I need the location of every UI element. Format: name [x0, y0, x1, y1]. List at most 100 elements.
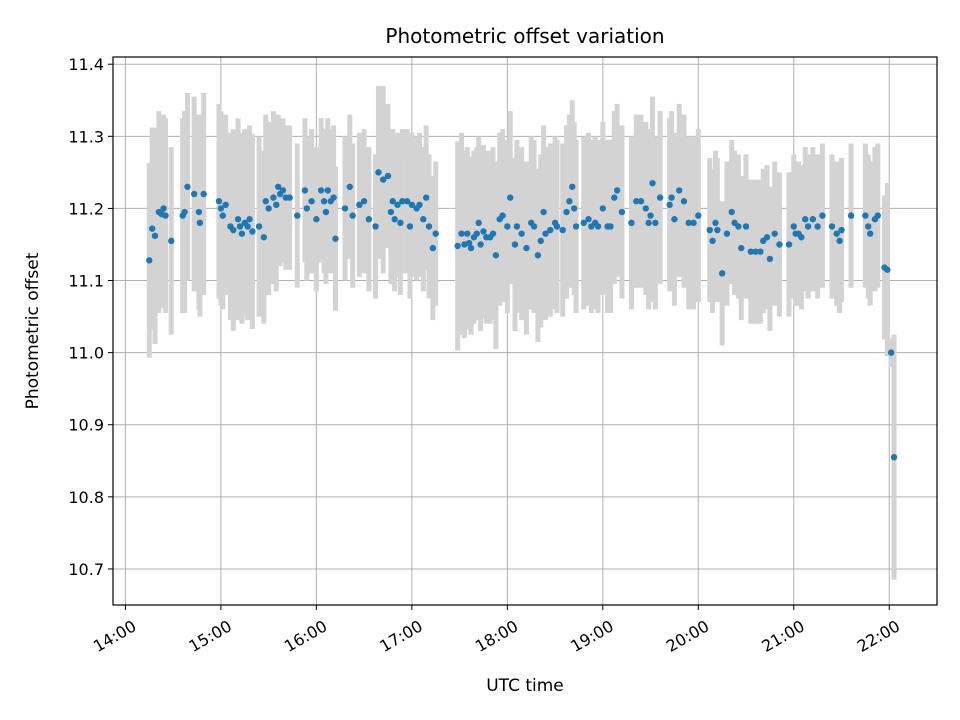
data-point	[349, 212, 356, 219]
data-point	[273, 201, 280, 209]
data-point	[611, 194, 618, 201]
data-point	[738, 244, 745, 252]
chart-title: Photometric offset variation	[385, 24, 664, 48]
data-point	[690, 219, 697, 227]
data-point	[151, 232, 159, 240]
data-point	[360, 198, 368, 205]
data-point	[454, 242, 461, 250]
data-point	[346, 183, 353, 190]
data-point	[559, 226, 566, 234]
data-point	[866, 230, 874, 237]
data-point	[146, 257, 153, 264]
y-tick-label: 11.0	[68, 344, 104, 363]
data-point	[752, 248, 759, 255]
data-point	[819, 212, 826, 219]
data-point	[270, 194, 277, 201]
data-point	[637, 198, 645, 205]
y-tick-label: 10.8	[68, 488, 104, 507]
x-tick-label: 21:00	[758, 616, 807, 656]
data-point	[838, 226, 845, 234]
data-point	[728, 208, 735, 216]
data-point	[804, 223, 812, 230]
data-point	[718, 270, 726, 277]
data-point	[594, 223, 602, 230]
data-point	[420, 216, 427, 223]
data-point	[406, 223, 414, 230]
data-point	[890, 453, 898, 461]
data-point	[380, 176, 387, 183]
data-point	[628, 219, 635, 227]
data-point	[680, 198, 688, 205]
data-point	[537, 237, 544, 245]
data-point	[249, 228, 256, 235]
data-point	[633, 198, 640, 205]
data-point	[260, 234, 268, 241]
data-point	[399, 198, 406, 205]
data-point	[160, 205, 167, 212]
x-tick-label: 18:00	[472, 616, 521, 656]
data-point	[279, 187, 287, 194]
data-point	[320, 198, 328, 205]
data-point	[563, 208, 570, 216]
data-point	[566, 198, 573, 205]
data-point	[294, 212, 301, 219]
data-point	[222, 201, 229, 209]
y-axis-ticks: 10.7 10.8 10.9 11.0 11.1 11.2 11.3 11.4	[68, 55, 113, 579]
x-tick-label: 19:00	[567, 616, 616, 656]
data-point	[475, 219, 482, 227]
data-point	[246, 216, 253, 223]
x-axis-ticks: 14:00 15:00 16:00 17:00 18:00 19:00 20:00 21:00…	[90, 605, 903, 656]
data-point	[709, 237, 716, 245]
data-point	[181, 208, 188, 216]
data-point	[714, 226, 721, 234]
data-point	[467, 244, 475, 252]
data-point	[375, 169, 382, 176]
data-point	[547, 226, 554, 234]
data-point	[540, 208, 547, 216]
data-point	[649, 179, 656, 187]
data-point	[668, 194, 675, 201]
data-point	[570, 205, 578, 212]
data-point	[429, 244, 437, 252]
y-tick-label: 11.3	[68, 127, 104, 146]
data-point	[513, 223, 521, 230]
data-point	[313, 216, 320, 223]
data-point	[802, 216, 809, 223]
data-point	[809, 216, 817, 223]
data-point	[196, 219, 204, 227]
data-point	[397, 219, 404, 227]
data-point	[219, 212, 227, 219]
data-point	[465, 239, 473, 247]
data-point	[572, 223, 580, 230]
data-point	[162, 212, 169, 219]
x-tick-label: 14:00	[90, 616, 139, 656]
data-point	[332, 235, 339, 242]
data-point	[585, 216, 592, 223]
data-point	[356, 201, 363, 209]
data-point	[518, 230, 525, 237]
data-point	[422, 194, 430, 201]
data-point	[389, 198, 396, 205]
data-point	[184, 183, 191, 190]
data-point	[580, 219, 587, 227]
data-point	[865, 223, 872, 230]
data-point	[372, 223, 379, 230]
data-point	[391, 216, 398, 223]
data-point	[499, 212, 506, 219]
data-point	[656, 194, 664, 201]
data-point	[200, 190, 207, 198]
data-point	[747, 248, 755, 255]
data-point	[511, 241, 519, 248]
data-point	[887, 349, 895, 356]
y-tick-label: 11.2	[68, 199, 104, 218]
data-point	[676, 187, 683, 194]
data-point	[480, 228, 487, 235]
data-point	[706, 226, 713, 234]
x-tick-label: 22:00	[854, 616, 903, 656]
data-point	[168, 237, 175, 245]
data-point	[492, 252, 500, 259]
y-axis-label: Photometric offset	[23, 252, 43, 409]
data-point	[230, 226, 237, 234]
data-point	[301, 187, 309, 194]
data-point	[742, 223, 750, 230]
